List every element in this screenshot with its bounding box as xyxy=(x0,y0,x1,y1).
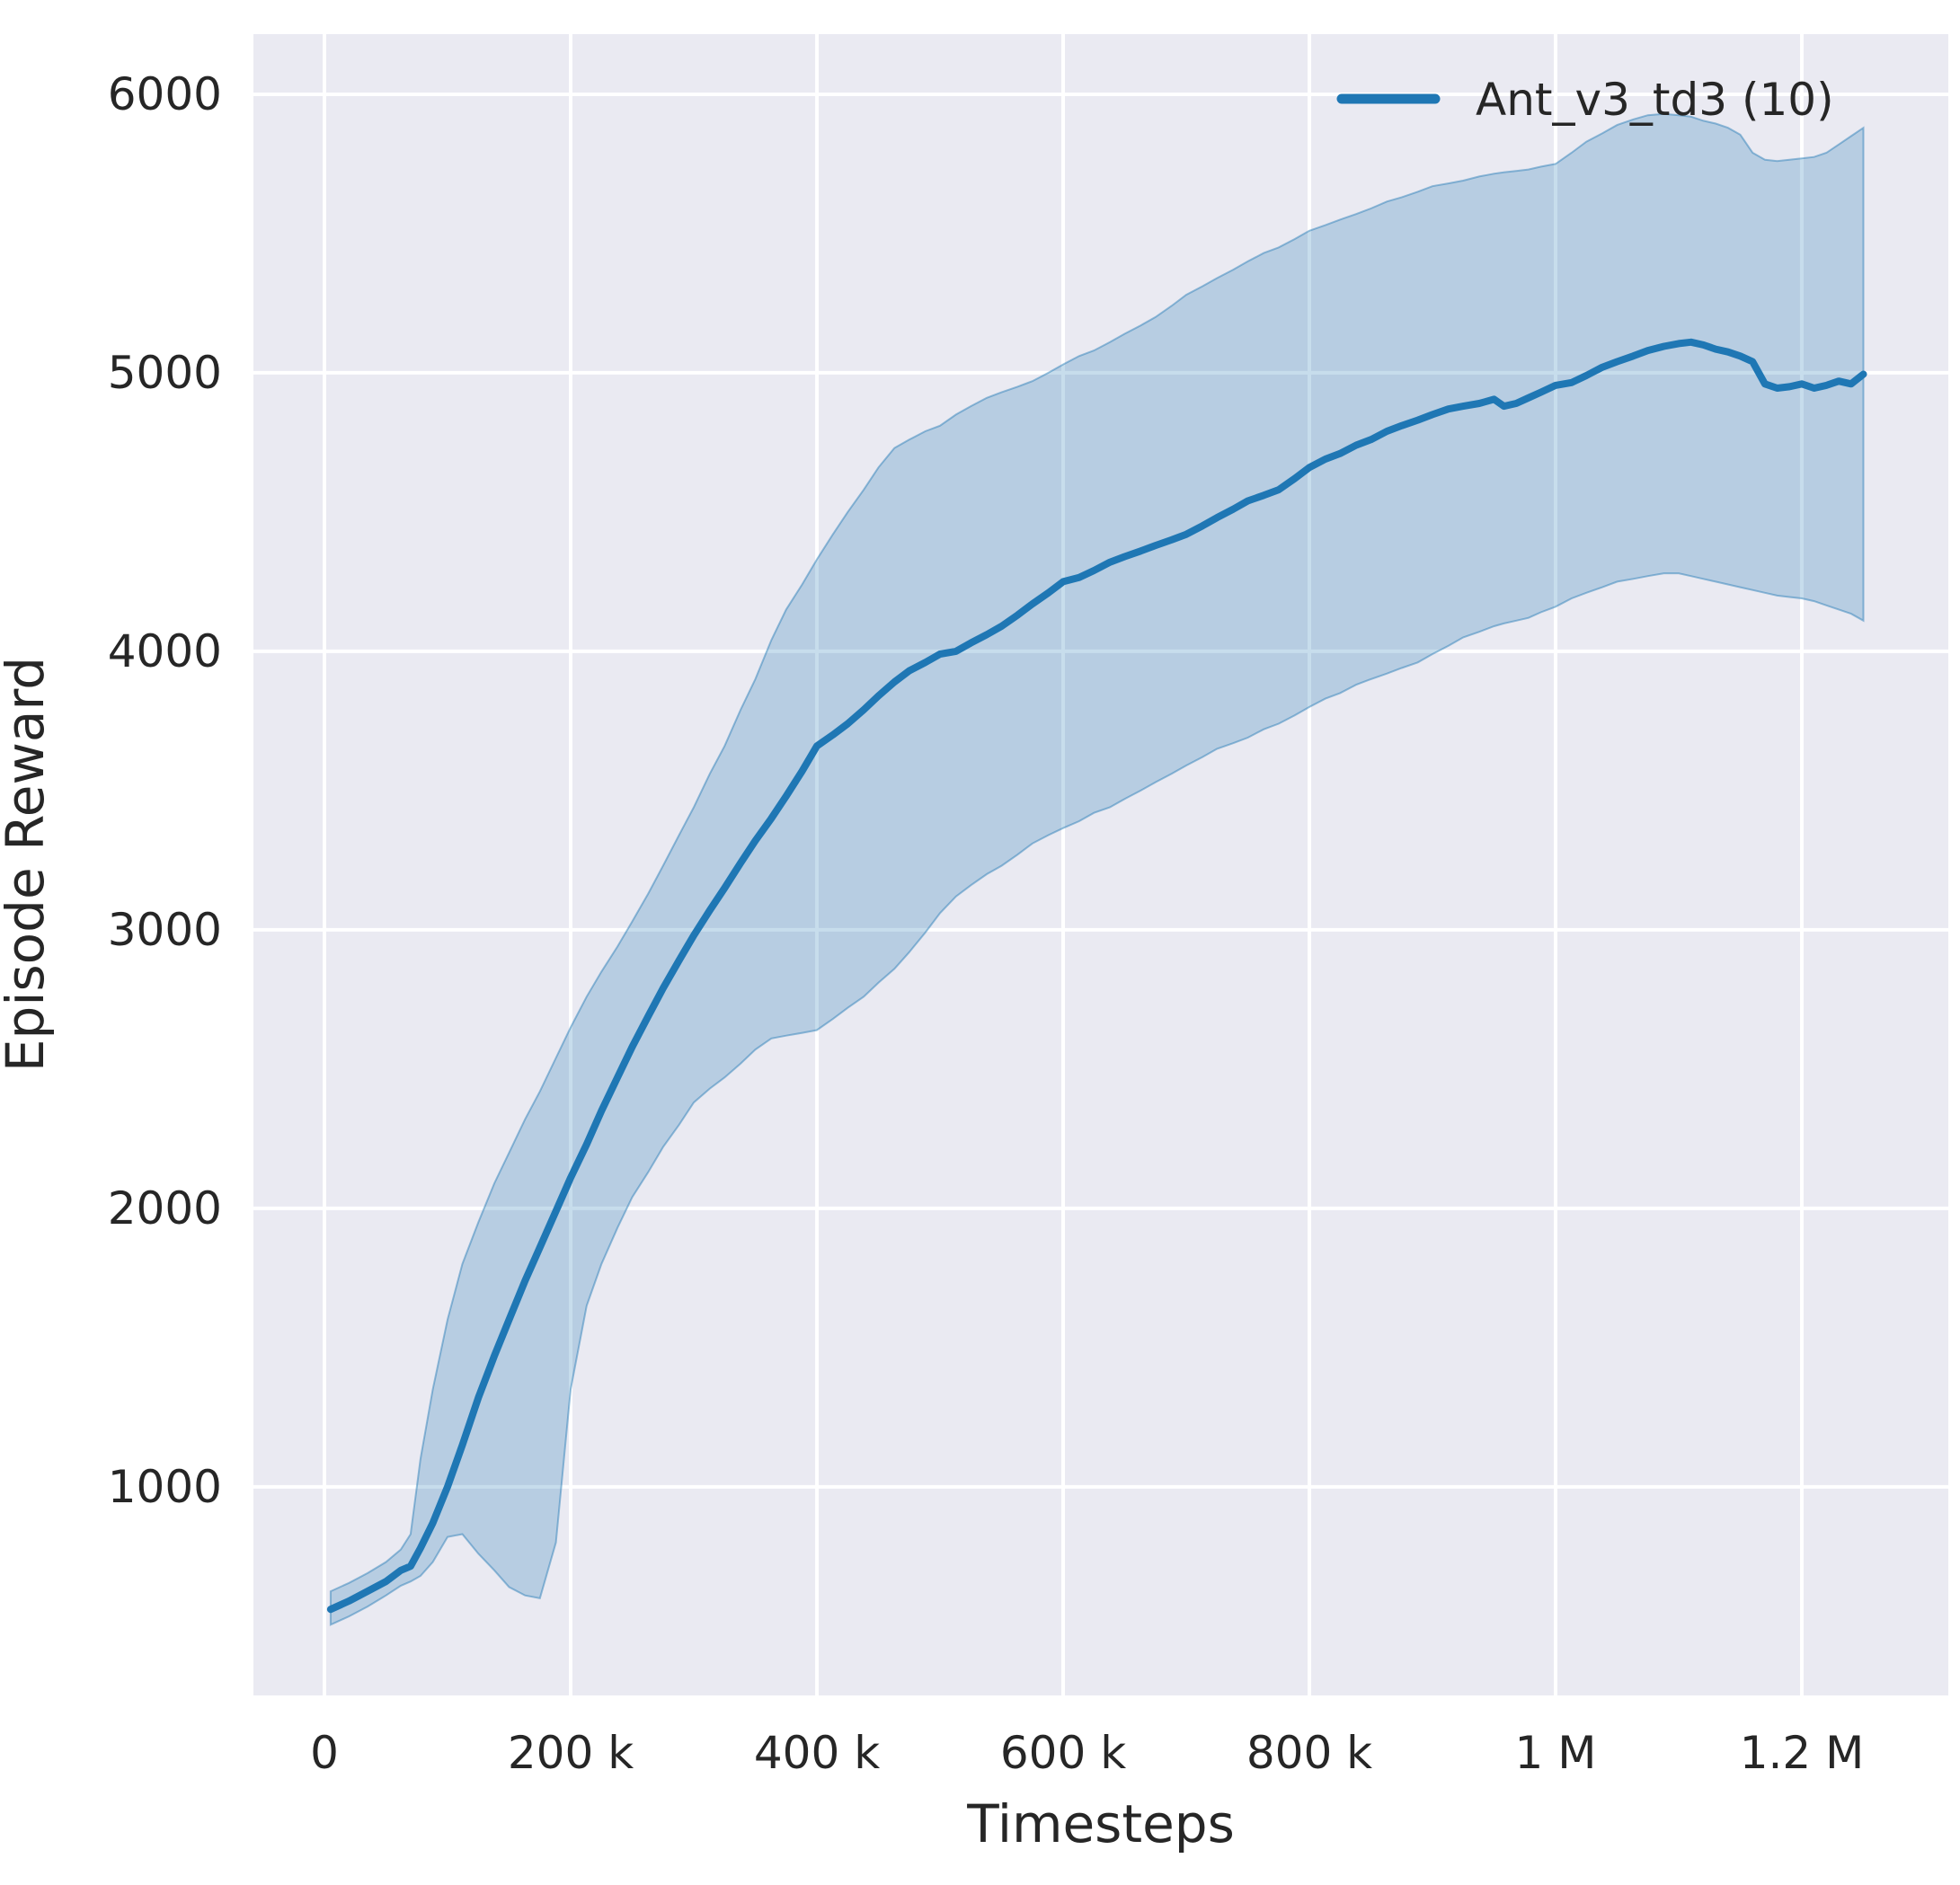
x-tick-label: 800 k xyxy=(1246,1727,1372,1779)
x-tick-label: 1.2 M xyxy=(1740,1727,1865,1779)
x-tick-label: 200 k xyxy=(508,1727,634,1779)
x-tick-label: 600 k xyxy=(1000,1727,1126,1779)
x-axis-title: Timesteps xyxy=(966,1793,1235,1854)
confidence-band xyxy=(329,112,1865,1626)
plot-area xyxy=(253,34,1948,1695)
legend: Ant_v3_td3 (10) xyxy=(1336,74,1834,126)
y-tick-label: 6000 xyxy=(108,68,222,120)
x-tick-labels: 0 200 k 400 k 600 k 800 k 1 M 1.2 M xyxy=(310,1727,1864,1779)
x-tick-label: 400 k xyxy=(754,1727,880,1779)
y-tick-label: 5000 xyxy=(108,347,222,399)
y-tick-labels: 1000 2000 3000 4000 5000 6000 xyxy=(108,68,222,1513)
y-tick-label: 1000 xyxy=(108,1461,222,1513)
mean-line xyxy=(326,338,1867,1614)
y-axis-title: Episode Reward xyxy=(0,657,56,1072)
x-tick-label: 0 xyxy=(310,1727,339,1779)
y-tick-label: 2000 xyxy=(108,1182,222,1235)
x-tick-label: 1 M xyxy=(1515,1727,1597,1779)
grid-layer xyxy=(253,34,1948,1695)
y-tick-label: 3000 xyxy=(108,904,222,956)
y-tick-label: 4000 xyxy=(108,625,222,677)
legend-label: Ant_v3_td3 (10) xyxy=(1476,74,1834,126)
